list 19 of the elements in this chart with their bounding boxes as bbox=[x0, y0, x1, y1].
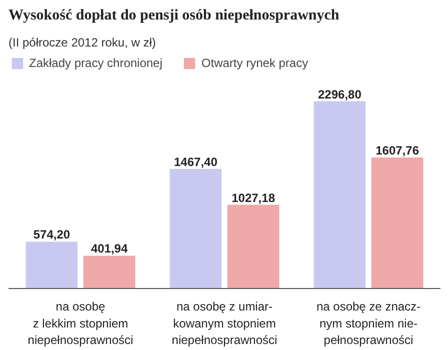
data-label: 1467,40 bbox=[174, 154, 218, 169]
data-label: 1027,18 bbox=[232, 190, 276, 205]
bar bbox=[371, 157, 424, 288]
bar bbox=[83, 256, 136, 288]
chart-title: Wysokość dopłat do pensji osób niepełnosprawnych bbox=[8, 8, 340, 24]
bar bbox=[26, 242, 78, 288]
x-tick-label: na osobę z umiar- kowanym stopniem niepełnosprawności bbox=[172, 300, 278, 348]
bar bbox=[314, 101, 366, 288]
data-label: 1607,76 bbox=[376, 143, 420, 158]
x-tick-label: na osobę ze znacz- nym stopniem nie- pełnosprawności bbox=[316, 300, 421, 348]
x-tick-label: na osobę z lekkim stopniem niepełnosprawności bbox=[28, 300, 134, 348]
chart-subtitle: (II półrocze 2012 roku, w zł) bbox=[8, 36, 156, 50]
legend-label: Otwarty rynek pracy bbox=[201, 56, 308, 70]
bar bbox=[227, 204, 280, 288]
legend-label: Zakłady pracy chronionej bbox=[29, 56, 162, 70]
data-label: 401,94 bbox=[90, 242, 128, 256]
data-label: 574,20 bbox=[33, 228, 70, 242]
data-label: 2296,80 bbox=[318, 87, 362, 102]
bar bbox=[170, 168, 222, 288]
